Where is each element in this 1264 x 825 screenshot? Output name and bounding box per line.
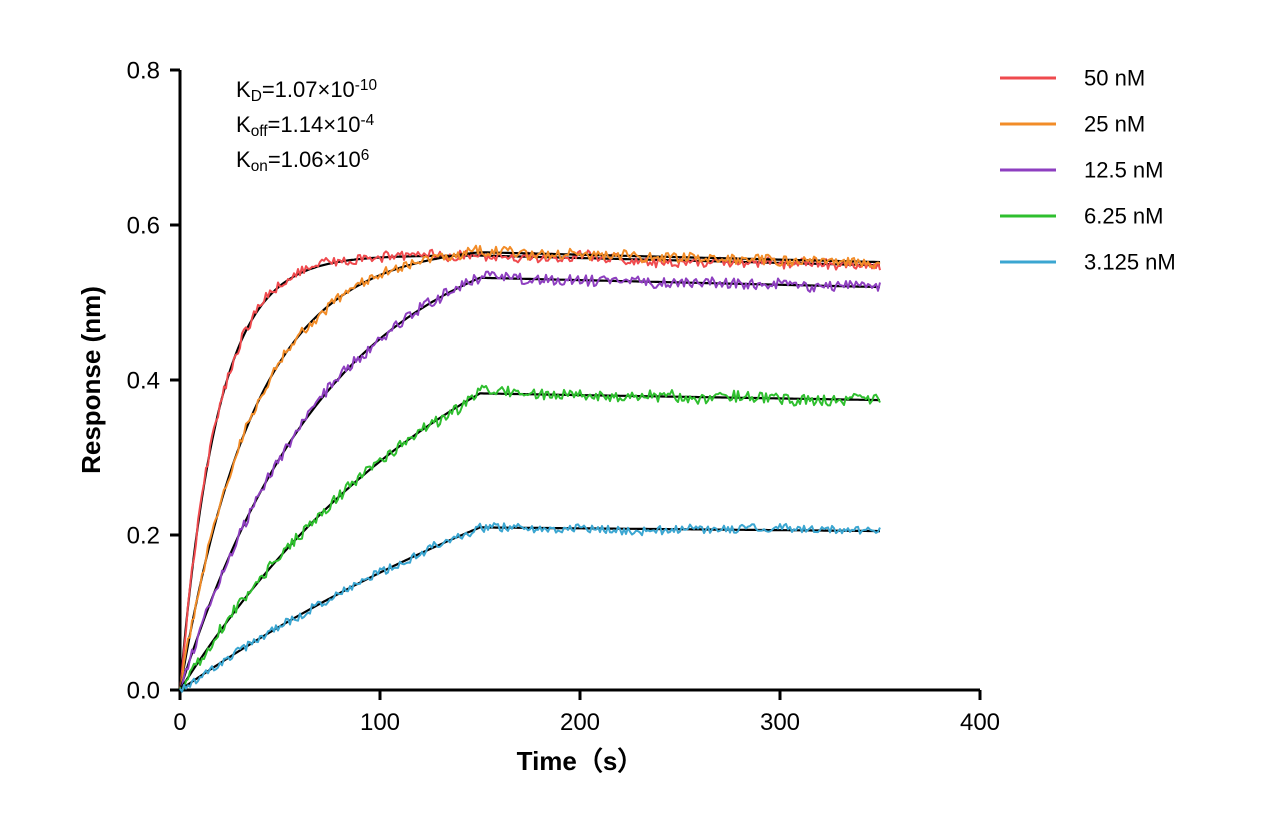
binding-kinetics-chart: 0 100 200 300 400 0.0 0.2 0.4 0.6 0.8 Time（s） Respo… [0, 0, 1264, 825]
legend-label: 3.125 nM [1084, 250, 1176, 275]
x-tick-label: 100 [360, 709, 400, 736]
fit-curve [180, 393, 880, 690]
y-axis-label: Response (nm) [76, 286, 106, 474]
data-curve [180, 386, 880, 691]
legend-label: 12.5 nM [1084, 158, 1164, 183]
x-tick-label: 200 [560, 709, 600, 736]
data-curve [180, 272, 880, 689]
kinetic-constant-annotation: Koff=1.14×10-4 [236, 112, 375, 140]
x-tick-label: 300 [760, 709, 800, 736]
y-tick-label: 0.6 [127, 212, 160, 239]
legend-label: 25 nM [1084, 112, 1145, 137]
x-tick-label: 400 [960, 709, 1000, 736]
chart-svg: 0 100 200 300 400 0.0 0.2 0.4 0.6 0.8 Time（s） Respo… [0, 0, 1264, 825]
y-tick-label: 0.2 [127, 522, 160, 549]
y-tick-label: 0.8 [127, 57, 160, 84]
y-tick-label: 0.0 [127, 677, 160, 704]
kinetic-constant-annotation: Kon=1.06×106 [236, 147, 369, 175]
x-tick-label: 0 [173, 709, 186, 736]
legend-label: 6.25 nM [1084, 204, 1164, 229]
legend-label: 50 nM [1084, 66, 1145, 91]
x-axis-label: Time（s） [517, 746, 644, 776]
kinetic-constant-annotation: KD=1.07×10-10 [236, 77, 377, 105]
y-tick-label: 0.4 [127, 367, 160, 394]
fit-curve [180, 278, 880, 690]
